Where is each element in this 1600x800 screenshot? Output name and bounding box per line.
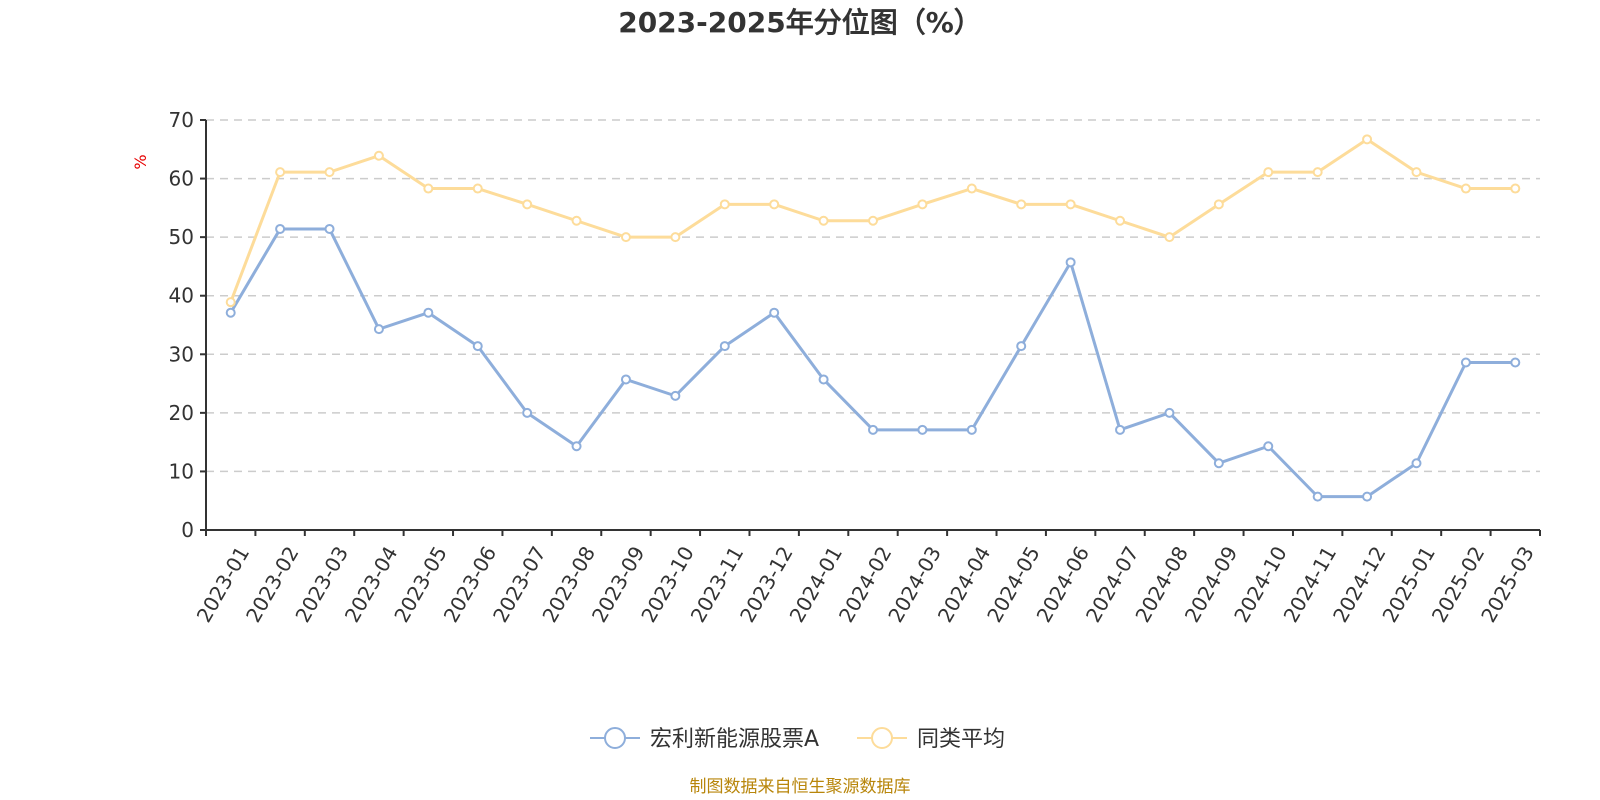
series-1-point[interactable] [571,441,582,452]
legend-marker-series-2 [871,727,893,749]
series-2-point[interactable] [423,183,434,194]
legend-label-series-1: 宏利新能源股票A [650,727,819,752]
series-2-point[interactable] [1411,167,1422,178]
series-1-point[interactable] [423,307,434,318]
series-2-point[interactable] [1510,183,1521,194]
y-tick-label: 10 [169,459,194,483]
series-1-point[interactable] [670,390,681,401]
series-lines [225,134,1521,502]
series-1-point[interactable] [1460,357,1471,368]
x-tick-labels: 2023-012023-022023-032023-042023-052023-… [192,542,1539,626]
y-axis-label: % [131,154,150,169]
y-tick-label: 30 [169,342,194,366]
series-1-point[interactable] [966,424,977,435]
legend-item-series-2[interactable]: 同类平均 [857,727,1005,752]
legend-item-series-1[interactable]: 宏利新能源股票A [590,727,819,752]
series-2-point[interactable] [275,167,286,178]
data-source-note: 制图数据来自恒生聚源数据库 [690,777,911,797]
series-1-point[interactable] [1016,341,1027,352]
series-2-point[interactable] [1016,199,1027,210]
series-2-point[interactable] [620,232,631,243]
series-1-point[interactable] [917,424,928,435]
legend-label-series-2: 同类平均 [917,727,1005,752]
series-line-1 [229,227,1516,499]
series-2-point[interactable] [917,199,928,210]
y-tick-label: 70 [169,108,194,132]
series-1-point[interactable] [1164,407,1175,418]
series-2-point[interactable] [818,215,829,226]
series-1-point[interactable] [1510,357,1521,368]
series-2-point[interactable] [1460,183,1471,194]
series-1-point[interactable] [818,374,829,385]
y-tick-label: 40 [169,284,194,308]
series-1-point[interactable] [719,341,730,352]
series-2-point[interactable] [472,183,483,194]
series-2-point[interactable] [373,150,384,161]
series-2-point[interactable] [324,167,335,178]
y-tick-labels: 0 10 20 30 40 50 60 70 [169,108,194,542]
series-2-point[interactable] [1263,167,1274,178]
series-2-point[interactable] [1362,134,1373,145]
series-1-point[interactable] [1411,458,1422,469]
series-1-point[interactable] [324,223,335,234]
series-2-point[interactable] [1312,167,1323,178]
grid-lines [206,119,1540,473]
series-1-point[interactable] [868,424,878,435]
y-tick-label: 0 [181,518,194,542]
series-1-point[interactable] [1312,491,1323,502]
chart-title: 2023-2025年分位图（%） [618,6,982,39]
series-2-point[interactable] [719,199,730,210]
series-2-point[interactable] [1213,199,1224,210]
series-1-point[interactable] [1213,458,1224,469]
series-2-point[interactable] [966,183,977,194]
legend: 宏利新能源股票A 同类平均 [590,727,1005,752]
series-2-point[interactable] [571,215,582,226]
series-1-point[interactable] [769,307,780,318]
series-1-point[interactable] [1115,424,1126,435]
series-1-point[interactable] [522,407,533,418]
axes [200,119,1541,536]
series-2-point[interactable] [1164,232,1175,243]
y-tick-label: 20 [169,401,194,425]
series-1-point[interactable] [275,223,286,234]
series-1-point[interactable] [472,341,483,352]
series-1-point[interactable] [225,307,236,318]
series-2-point[interactable] [868,215,878,226]
series-1-point[interactable] [1065,257,1076,268]
series-2-point[interactable] [225,297,236,308]
legend-marker-series-1 [604,727,626,749]
y-tick-label: 50 [169,225,194,249]
series-2-point[interactable] [1115,215,1126,226]
series-2-point[interactable] [670,232,681,243]
series-2-point[interactable] [522,199,533,210]
y-tick-label: 60 [169,167,194,191]
series-1-point[interactable] [373,324,384,335]
series-1-point[interactable] [1362,491,1373,502]
series-1-point[interactable] [620,374,631,385]
series-1-point[interactable] [1263,441,1274,452]
series-2-point[interactable] [1065,199,1076,210]
series-2-point[interactable] [769,199,780,210]
